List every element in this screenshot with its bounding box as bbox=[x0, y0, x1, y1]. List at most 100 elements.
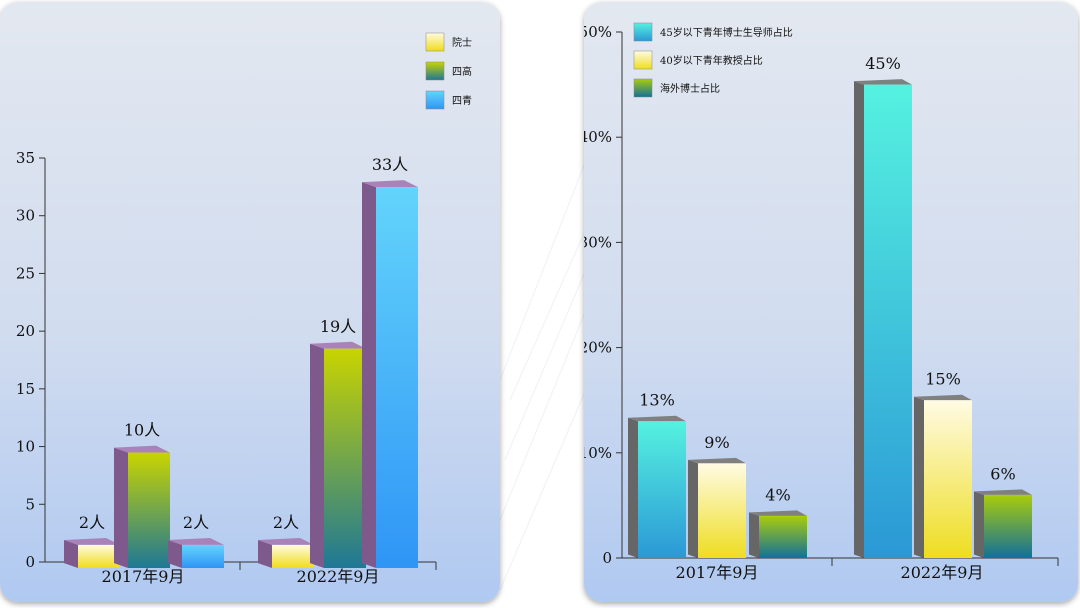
bar-front bbox=[924, 400, 972, 558]
data-label: 13% bbox=[639, 391, 675, 410]
legend-label: 40岁以下青年教授占比 bbox=[660, 54, 763, 67]
y-tick-label: 40% bbox=[584, 128, 612, 146]
bar-top bbox=[974, 489, 1032, 495]
bar-top bbox=[114, 445, 170, 453]
legend-swatch bbox=[633, 78, 653, 98]
y-tick-label: 0 bbox=[25, 553, 35, 571]
data-label: 45% bbox=[865, 54, 901, 73]
legend-item: 四高 bbox=[425, 61, 472, 81]
bar bbox=[914, 394, 972, 558]
bar-top bbox=[688, 457, 746, 464]
legend-item: 四青 bbox=[425, 90, 472, 110]
bar-front bbox=[376, 187, 418, 569]
legend-swatch bbox=[425, 32, 445, 52]
legend-item: 40岁以下青年教授占比 bbox=[633, 50, 763, 70]
x-tick-label: 2017年9月 bbox=[676, 563, 759, 582]
bar-front bbox=[864, 84, 912, 558]
bar-side bbox=[64, 540, 78, 568]
legend-item: 45岁以下青年博士生导师占比 bbox=[633, 22, 793, 42]
bar bbox=[362, 180, 418, 569]
data-label: 33人 bbox=[372, 155, 408, 174]
bar-front bbox=[324, 348, 366, 568]
bar bbox=[628, 415, 686, 558]
y-tick-label: 30% bbox=[584, 233, 612, 251]
legend-swatch bbox=[633, 22, 653, 42]
legend-label: 45岁以下青年博士生导师占比 bbox=[660, 26, 793, 39]
bar bbox=[974, 489, 1032, 558]
legend-item: 海外博士占比 bbox=[633, 78, 720, 98]
y-tick-label: 50% bbox=[584, 23, 612, 41]
data-label: 2人 bbox=[79, 513, 105, 532]
y-tick-label: 5 bbox=[25, 495, 35, 513]
bar-top bbox=[749, 510, 807, 516]
x-tick-label: 2022年9月 bbox=[297, 567, 380, 586]
bar-top bbox=[362, 180, 418, 188]
bar-top bbox=[854, 79, 912, 85]
bar-side bbox=[749, 512, 759, 558]
bar bbox=[64, 538, 120, 568]
y-tick-label: 30 bbox=[16, 207, 35, 225]
right-chart-panel: 0 10% 20% 30% 40% 50% 2017年9月 2022年9月 13% 9% 4% 45%… bbox=[584, 2, 1078, 602]
legend-label: 海外博士占比 bbox=[660, 82, 720, 95]
legend-label: 院士 bbox=[452, 36, 472, 49]
bar-front bbox=[78, 544, 120, 568]
bar-front bbox=[128, 452, 170, 568]
data-label: 15% bbox=[925, 370, 961, 389]
bar bbox=[168, 538, 224, 568]
data-label: 19人 bbox=[320, 317, 356, 336]
bar-front bbox=[698, 463, 746, 558]
data-label: 4% bbox=[765, 485, 790, 504]
bar bbox=[749, 510, 807, 558]
y-tick-label: 35 bbox=[16, 149, 35, 167]
bar bbox=[854, 79, 912, 558]
data-label: 2人 bbox=[183, 513, 209, 532]
legend-label: 四青 bbox=[452, 94, 472, 107]
legend-item: 院士 bbox=[425, 32, 472, 52]
y-tick-label: 20% bbox=[584, 339, 612, 357]
bar-side bbox=[854, 81, 864, 558]
x-tick-label: 2017年9月 bbox=[102, 567, 185, 586]
bar-side bbox=[362, 182, 376, 568]
bar-front bbox=[759, 515, 807, 558]
legend-label: 四高 bbox=[452, 65, 472, 78]
bar bbox=[688, 457, 746, 558]
bar-side bbox=[310, 343, 324, 568]
bar-top bbox=[310, 341, 366, 349]
y-tick-label: 15 bbox=[16, 380, 35, 398]
data-label: 2人 bbox=[273, 513, 299, 532]
bar-side bbox=[974, 491, 984, 558]
legend-swatch bbox=[425, 61, 445, 81]
y-tick-label: 20 bbox=[16, 322, 35, 340]
bar-front bbox=[272, 544, 314, 568]
y-tick-label: 25 bbox=[16, 264, 35, 282]
x-tick-label: 2022年9月 bbox=[901, 563, 984, 582]
bar-side bbox=[628, 417, 638, 558]
bar-front bbox=[638, 421, 686, 558]
bar-top bbox=[168, 538, 224, 545]
bar-side bbox=[114, 447, 128, 568]
bar bbox=[114, 445, 170, 568]
bar-front bbox=[182, 544, 224, 568]
bar-top bbox=[914, 394, 972, 401]
bar-top bbox=[628, 415, 686, 422]
bar-side bbox=[258, 540, 272, 568]
bar-front bbox=[984, 494, 1032, 558]
left-chart-panel: 0 5 10 15 20 25 30 35 2017年9月 2022年9月 2人 10人 2人 2人 19人… bbox=[0, 2, 500, 602]
right-bar-chart: 0 10% 20% 30% 40% 50% 2017年9月 2022年9月 13% 9% 4% 45%… bbox=[584, 22, 1059, 582]
bar bbox=[310, 341, 366, 568]
data-label: 10人 bbox=[124, 421, 160, 440]
y-tick-label: 0 bbox=[602, 549, 612, 567]
data-label: 9% bbox=[704, 433, 729, 452]
bar-side bbox=[688, 459, 698, 558]
bar-side bbox=[914, 396, 924, 558]
legend-swatch bbox=[633, 50, 653, 70]
data-label: 6% bbox=[990, 464, 1015, 483]
bar-top bbox=[258, 538, 314, 545]
bar-top bbox=[64, 538, 120, 545]
y-tick-label: 10 bbox=[16, 438, 35, 456]
bar bbox=[258, 538, 314, 568]
left-bar-chart: 0 5 10 15 20 25 30 35 2017年9月 2022年9月 2人 10人 2人 2人 19人… bbox=[16, 32, 472, 586]
y-tick-label: 10% bbox=[584, 444, 612, 462]
legend-swatch bbox=[425, 90, 445, 110]
